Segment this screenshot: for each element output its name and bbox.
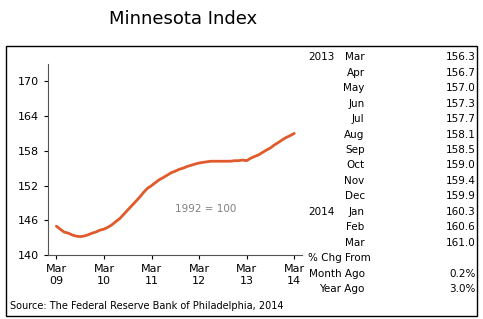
Text: 159.4: 159.4 <box>446 176 476 186</box>
Text: Aug: Aug <box>344 130 365 139</box>
Text: 1992 = 100: 1992 = 100 <box>175 204 236 214</box>
Text: 158.5: 158.5 <box>446 145 476 155</box>
Text: Apr: Apr <box>346 68 365 78</box>
Text: 160.6: 160.6 <box>446 222 476 232</box>
Text: 161.0: 161.0 <box>446 238 476 248</box>
Text: Sep: Sep <box>345 145 365 155</box>
Text: % Chg From: % Chg From <box>308 253 371 263</box>
Text: 157.0: 157.0 <box>446 83 476 93</box>
Text: Dec: Dec <box>344 191 365 201</box>
Text: Year Ago: Year Ago <box>319 284 365 294</box>
Text: 157.3: 157.3 <box>446 99 476 108</box>
Text: 156.3: 156.3 <box>446 52 476 62</box>
Text: Jul: Jul <box>352 114 365 124</box>
Text: Jun: Jun <box>348 99 365 108</box>
Text: 156.7: 156.7 <box>446 68 476 78</box>
Text: Source: The Federal Reserve Bank of Philadelphia, 2014: Source: The Federal Reserve Bank of Phil… <box>10 301 283 311</box>
Text: 157.7: 157.7 <box>446 114 476 124</box>
Text: 160.3: 160.3 <box>446 207 476 217</box>
Text: Feb: Feb <box>346 222 365 232</box>
Text: 0.2%: 0.2% <box>449 269 476 279</box>
Text: 3.0%: 3.0% <box>449 284 476 294</box>
Text: Mar: Mar <box>345 52 365 62</box>
Text: Oct: Oct <box>346 160 365 170</box>
Text: Nov: Nov <box>344 176 365 186</box>
Text: 158.1: 158.1 <box>446 130 476 139</box>
Text: Jan: Jan <box>349 207 365 217</box>
Text: May: May <box>343 83 365 93</box>
Text: Minnesota Index: Minnesota Index <box>110 10 257 27</box>
Text: 2014: 2014 <box>308 207 335 217</box>
Text: 159.9: 159.9 <box>446 191 476 201</box>
Text: 2013: 2013 <box>308 52 335 62</box>
Text: Mar: Mar <box>345 238 365 248</box>
Text: 159.0: 159.0 <box>446 160 476 170</box>
Text: Month Ago: Month Ago <box>309 269 365 279</box>
